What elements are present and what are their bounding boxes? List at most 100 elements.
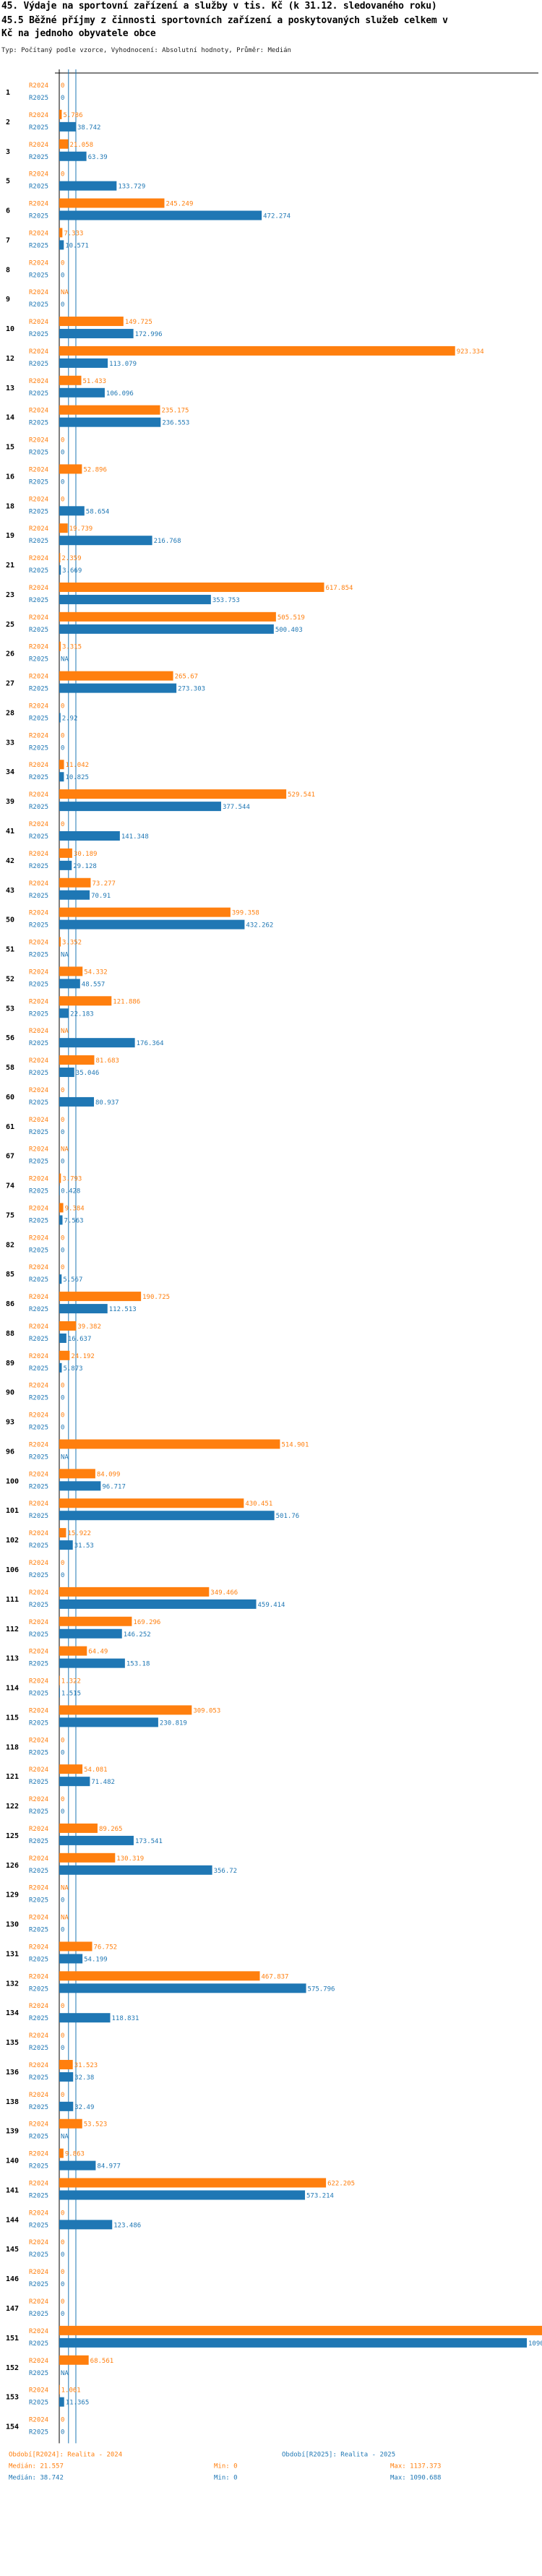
row-label: 7 bbox=[6, 236, 10, 244]
bar-r2024 bbox=[59, 2148, 64, 2158]
series-tag-r2025: R2025 bbox=[29, 1808, 48, 1816]
series-tag-r2024: R2024 bbox=[29, 378, 48, 385]
bar-r2025 bbox=[59, 121, 76, 132]
value-label-r2024: 3.352 bbox=[62, 940, 82, 947]
row-label: 102 bbox=[6, 1537, 19, 1545]
series-tag-r2024: R2024 bbox=[29, 1855, 48, 1863]
bar-r2024 bbox=[59, 907, 231, 917]
bar-r2025 bbox=[59, 624, 274, 634]
series-tag-r2024: R2024 bbox=[29, 791, 48, 799]
row-label: 53 bbox=[6, 1005, 14, 1013]
series-tag-r2025: R2025 bbox=[29, 715, 48, 722]
series-tag-r2025: R2025 bbox=[29, 331, 48, 338]
value-label-r2024: 9.863 bbox=[65, 2151, 85, 2158]
value-label-r2024: 0 bbox=[61, 1087, 64, 1094]
value-label-r2024: 0 bbox=[61, 2298, 64, 2306]
value-label-r2024: 51.433 bbox=[83, 378, 107, 385]
bar-r2024 bbox=[59, 1292, 142, 1302]
value-label-r2024: 130.319 bbox=[116, 1855, 144, 1863]
series-tag-r2024: R2024 bbox=[29, 437, 48, 445]
value-label-r2025: 0 bbox=[61, 2251, 64, 2259]
value-label-r2024: NA bbox=[61, 1028, 69, 1035]
value-label-r2025: 141.348 bbox=[121, 833, 149, 841]
value-label-r2025: 0 bbox=[61, 272, 64, 279]
bar-r2025 bbox=[59, 240, 64, 250]
chart-subtitle: Typ: Počítaný podle vzorce, Vyhodnocení:… bbox=[1, 47, 291, 54]
series-tag-r2024: R2024 bbox=[29, 2151, 48, 2158]
series-tag-r2024: R2024 bbox=[29, 1353, 48, 1360]
series-tag-r2024: R2024 bbox=[29, 1944, 48, 1951]
value-label-r2025: 0 bbox=[61, 1897, 64, 1905]
series-tag-r2024: R2024 bbox=[29, 2180, 48, 2187]
row-label: 138 bbox=[6, 2098, 19, 2106]
value-label-r2024: 0 bbox=[61, 171, 64, 179]
value-label-r2025: NA bbox=[61, 1454, 69, 1461]
row-label: 96 bbox=[6, 1448, 14, 1456]
value-label-r2025: 0 bbox=[61, 478, 64, 486]
value-label-r2024: 5.786 bbox=[63, 112, 82, 119]
series-tag-r2025: R2025 bbox=[29, 213, 48, 220]
series-tag-r2025: R2025 bbox=[29, 1868, 48, 1875]
value-label-r2024: 3.315 bbox=[62, 644, 82, 651]
series-tag-r2024: R2024 bbox=[29, 614, 48, 622]
bar-r2025 bbox=[59, 2190, 306, 2200]
bar-r2024 bbox=[59, 317, 124, 327]
value-label-r2025: 22.183 bbox=[70, 1010, 94, 1018]
series-tag-r2024: R2024 bbox=[29, 1796, 48, 1803]
value-label-r2025: 118.831 bbox=[111, 2015, 139, 2022]
series-tag-r2024: R2024 bbox=[29, 1323, 48, 1331]
series-tag-r2025: R2025 bbox=[29, 1099, 48, 1107]
series-tag-r2025: R2025 bbox=[29, 1838, 48, 1845]
row-label: 75 bbox=[6, 1211, 14, 1219]
row-label: 100 bbox=[6, 1477, 19, 1485]
series-tag-r2025: R2025 bbox=[29, 154, 48, 161]
value-label-r2025: 173.541 bbox=[135, 1838, 163, 1845]
value-label-r2025: 54.199 bbox=[84, 1956, 108, 1963]
value-label-r2025: 123.486 bbox=[113, 2222, 141, 2229]
value-label-r2024: NA bbox=[61, 1915, 69, 1922]
series-tag-r2025: R2025 bbox=[29, 361, 48, 368]
value-label-r2025: 10.571 bbox=[65, 242, 89, 249]
series-tag-r2025: R2025 bbox=[29, 242, 48, 249]
series-tag-r2024: R2024 bbox=[29, 171, 48, 179]
bar-r2025 bbox=[59, 329, 134, 339]
bar-r2025 bbox=[59, 979, 80, 989]
bar-r2024 bbox=[59, 1587, 210, 1597]
series-tag-r2024: R2024 bbox=[29, 2032, 48, 2040]
row-label: 114 bbox=[6, 1685, 19, 1693]
row-label: 82 bbox=[6, 1241, 14, 1249]
value-label-r2024: 0 bbox=[61, 1560, 64, 1567]
series-tag-r2024: R2024 bbox=[29, 762, 48, 769]
value-label-r2025: 0 bbox=[61, 1808, 64, 1816]
series-tag-r2025: R2025 bbox=[29, 1454, 48, 1461]
series-tag-r2025: R2025 bbox=[29, 2045, 48, 2052]
series-tag-r2024: R2024 bbox=[29, 2328, 48, 2335]
row-label: 10 bbox=[6, 325, 14, 333]
bar-r2024 bbox=[59, 1498, 244, 1508]
series-tag-r2025: R2025 bbox=[29, 922, 48, 929]
row-label: 60 bbox=[6, 1094, 14, 1102]
series-tag-r2024: R2024 bbox=[29, 2003, 48, 2010]
row-label: 113 bbox=[6, 1655, 19, 1663]
bar-r2024 bbox=[59, 109, 62, 119]
value-label-r2024: 9.384 bbox=[65, 1205, 85, 1212]
series-tag-r2025: R2025 bbox=[29, 1040, 48, 1047]
bar-r2024 bbox=[59, 1823, 98, 1833]
value-label-r2025: 29.128 bbox=[73, 863, 97, 870]
legend-max-r2024: Max: 1137.373 bbox=[390, 2463, 441, 2470]
value-label-r2024: 0 bbox=[61, 1117, 64, 1124]
bar-r2025 bbox=[59, 1717, 158, 1727]
value-label-r2024: 54.332 bbox=[84, 969, 108, 976]
bar-r2025 bbox=[59, 1688, 60, 1698]
legend-median-r2024: Medián: 21.557 bbox=[9, 2463, 64, 2470]
series-tag-r2025: R2025 bbox=[29, 2192, 48, 2199]
row-label: 34 bbox=[6, 768, 14, 776]
value-label-r2024: 265.67 bbox=[175, 674, 199, 681]
row-label: 23 bbox=[6, 591, 14, 599]
series-tag-r2024: R2024 bbox=[29, 1649, 48, 1656]
value-label-r2024: 0 bbox=[61, 1737, 64, 1744]
value-label-r2024: 190.725 bbox=[142, 1294, 170, 1301]
series-tag-r2025: R2025 bbox=[29, 2074, 48, 2082]
value-label-r2024: 0 bbox=[61, 2210, 64, 2217]
row-label: 90 bbox=[6, 1389, 14, 1397]
